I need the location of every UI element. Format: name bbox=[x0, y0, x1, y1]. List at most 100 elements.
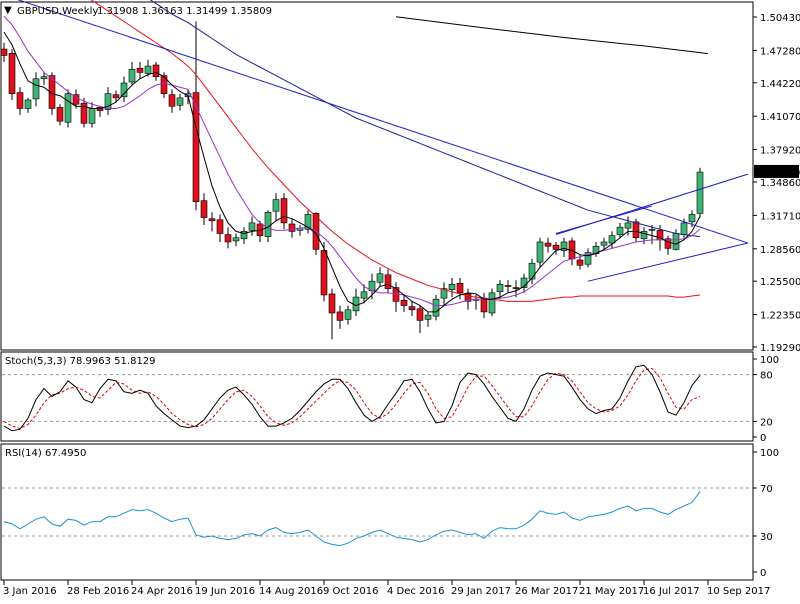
candle-body bbox=[8, 53, 16, 94]
candle-body bbox=[264, 212, 272, 237]
candle-body bbox=[528, 262, 536, 280]
candle-body bbox=[80, 102, 88, 124]
last-price-label: 1.35809 bbox=[759, 168, 800, 179]
sma-100-line bbox=[149, 0, 701, 238]
sma-slow-line bbox=[90, 0, 701, 302]
candle-body bbox=[304, 214, 312, 230]
stoch-level-label: 20 bbox=[760, 417, 773, 428]
candle-body bbox=[584, 252, 592, 265]
price-tick-label: 1.34860 bbox=[760, 178, 800, 189]
candle-body bbox=[624, 222, 632, 229]
candle-body bbox=[232, 237, 240, 242]
rsi-level-label: 100 bbox=[760, 448, 779, 459]
date-tick-label: 29 Jan 2017 bbox=[451, 586, 511, 597]
candle-body bbox=[336, 311, 344, 321]
price-tick-label: 1.31710 bbox=[760, 211, 800, 222]
candle-body bbox=[496, 284, 504, 293]
candle-body bbox=[328, 293, 336, 314]
stoch-label: Stoch(5,3,3) 78.9963 51.8129 bbox=[5, 356, 156, 367]
candle-body bbox=[416, 308, 424, 321]
candle-body bbox=[160, 75, 168, 94]
price-tick-label: 1.41070 bbox=[760, 112, 800, 123]
date-tick-label: 26 Mar 2017 bbox=[515, 586, 578, 597]
candle-body bbox=[576, 259, 584, 266]
candle-body bbox=[120, 82, 128, 98]
candle-body bbox=[400, 299, 408, 306]
candle-body bbox=[504, 285, 512, 287]
candle-body bbox=[248, 222, 256, 231]
candle-body bbox=[40, 76, 48, 80]
candle-body bbox=[48, 75, 56, 109]
candle-body bbox=[24, 99, 32, 109]
candle-body bbox=[608, 235, 616, 244]
price-tick-label: 1.37920 bbox=[760, 146, 800, 157]
candle-body bbox=[208, 218, 216, 222]
candle-body bbox=[512, 287, 520, 289]
candle-body bbox=[632, 221, 640, 239]
candle-body bbox=[464, 293, 472, 302]
symbol-label: GBPUSD,Weekly bbox=[17, 6, 98, 17]
date-tick-label: 9 Oct 2016 bbox=[323, 586, 378, 597]
candle-body bbox=[128, 68, 136, 83]
candle-body bbox=[16, 92, 24, 109]
candle-body bbox=[648, 228, 656, 231]
candle-body bbox=[344, 309, 352, 320]
candle-body bbox=[456, 283, 464, 294]
candle-body bbox=[600, 241, 608, 246]
stoch-pane-border bbox=[0, 351, 754, 442]
date-tick-label: 24 Apr 2016 bbox=[131, 586, 193, 597]
candle-body bbox=[408, 306, 416, 311]
rsi-pane bbox=[2, 487, 752, 547]
candle-body bbox=[536, 241, 544, 263]
last-price-tag bbox=[754, 164, 799, 178]
candle-body bbox=[448, 284, 456, 290]
date-tick-label: 28 Feb 2016 bbox=[67, 586, 129, 597]
price-tick-label: 1.50430 bbox=[760, 13, 800, 24]
price-tick-label: 1.44220 bbox=[760, 79, 800, 90]
candle-body bbox=[224, 234, 232, 243]
rsi-label: RSI(14) 67.4950 bbox=[5, 448, 86, 459]
candle-body bbox=[288, 223, 296, 232]
candle-body bbox=[104, 93, 112, 110]
stoch-level-label: 0 bbox=[760, 433, 766, 444]
price-tick-label: 1.25500 bbox=[760, 277, 800, 288]
candle-body bbox=[664, 238, 672, 249]
date-tick-label: 14 Aug 2016 bbox=[259, 586, 323, 597]
candle-body bbox=[616, 226, 624, 235]
trend-line bbox=[17, 0, 749, 244]
sma-mid-line bbox=[3, 15, 701, 307]
candle-body bbox=[192, 92, 200, 203]
rsi-level-label: 30 bbox=[760, 532, 773, 543]
price-pane bbox=[0, 0, 749, 340]
stoch-level-label: 80 bbox=[760, 371, 773, 382]
candle-body bbox=[440, 288, 448, 299]
candle-body bbox=[544, 242, 552, 247]
collapse-arrow-icon[interactable]: ▼ bbox=[4, 5, 12, 16]
date-tick-label: 16 Jul 2017 bbox=[643, 586, 700, 597]
candle-body bbox=[360, 291, 368, 299]
candle-body bbox=[240, 231, 248, 240]
date-tick-label: 19 Jun 2016 bbox=[195, 586, 255, 597]
price-pane-border bbox=[0, 1, 754, 351]
candle-body bbox=[0, 48, 8, 56]
candle-body bbox=[56, 107, 64, 122]
rsi-level-label: 70 bbox=[760, 484, 773, 495]
price-tick-label: 1.22350 bbox=[760, 311, 800, 322]
candle-body bbox=[112, 94, 120, 99]
candle-body bbox=[88, 108, 96, 124]
candle-body bbox=[552, 244, 560, 250]
candle-body bbox=[136, 67, 144, 73]
stoch-signal-line bbox=[3, 367, 701, 429]
trend-line bbox=[587, 242, 749, 282]
candle-body bbox=[280, 198, 288, 224]
price-tick-label: 1.19290 bbox=[760, 343, 800, 354]
axes: 1.50430 1.47280 1.44220 1.41070 1.37920 1.348… bbox=[3, 13, 800, 597]
candle-body bbox=[688, 214, 696, 223]
candle-body bbox=[696, 171, 704, 214]
candle-body bbox=[640, 231, 648, 240]
date-tick-label: 10 Sep 2017 bbox=[707, 586, 770, 597]
candle-body bbox=[144, 65, 152, 74]
candle-body bbox=[152, 64, 160, 77]
